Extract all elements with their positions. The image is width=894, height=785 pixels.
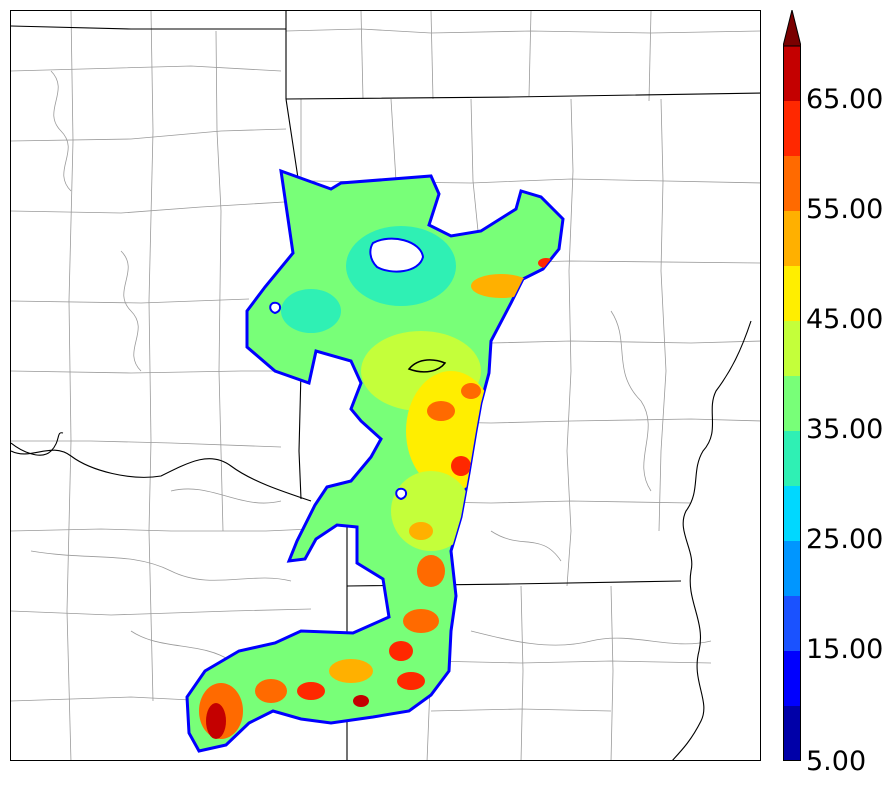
colorbar-band <box>783 596 801 651</box>
colorbar <box>783 10 801 761</box>
reflectivity-field <box>185 168 565 753</box>
colorbar-band <box>783 431 801 486</box>
colorbar-band <box>783 321 801 376</box>
colorbar-band <box>783 266 801 321</box>
colorbar-tick-label: 5.00 <box>806 746 867 777</box>
colorbar-extend-arrow <box>783 10 801 47</box>
county-boundaries <box>11 11 760 760</box>
colorbar-band <box>783 376 801 431</box>
colorbar-tick-label: 25.00 <box>806 524 884 555</box>
colorbar-band <box>783 486 801 541</box>
colorbar-band <box>783 651 801 706</box>
colorbar-tick-label: 65.00 <box>806 84 884 115</box>
colorbar-bands <box>783 45 801 761</box>
map-canvas <box>11 11 760 760</box>
colorbar-band <box>783 541 801 596</box>
colorbar-tick-label: 15.00 <box>806 634 884 665</box>
colorbar-band <box>783 101 801 156</box>
map-panel <box>10 10 761 761</box>
colorbar-band <box>783 211 801 266</box>
colorbar-tick-label: 35.00 <box>806 414 884 445</box>
colorbar-band <box>783 706 801 761</box>
colorbar-tick-label: 45.00 <box>806 304 884 335</box>
colorbar-band <box>783 46 801 101</box>
colorbar-tick-label: 55.00 <box>806 194 884 225</box>
colorbar-band <box>783 156 801 211</box>
